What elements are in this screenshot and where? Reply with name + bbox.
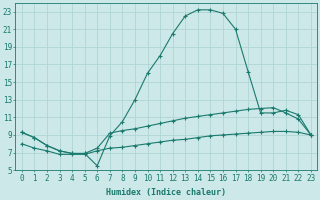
X-axis label: Humidex (Indice chaleur): Humidex (Indice chaleur) (106, 188, 226, 197)
